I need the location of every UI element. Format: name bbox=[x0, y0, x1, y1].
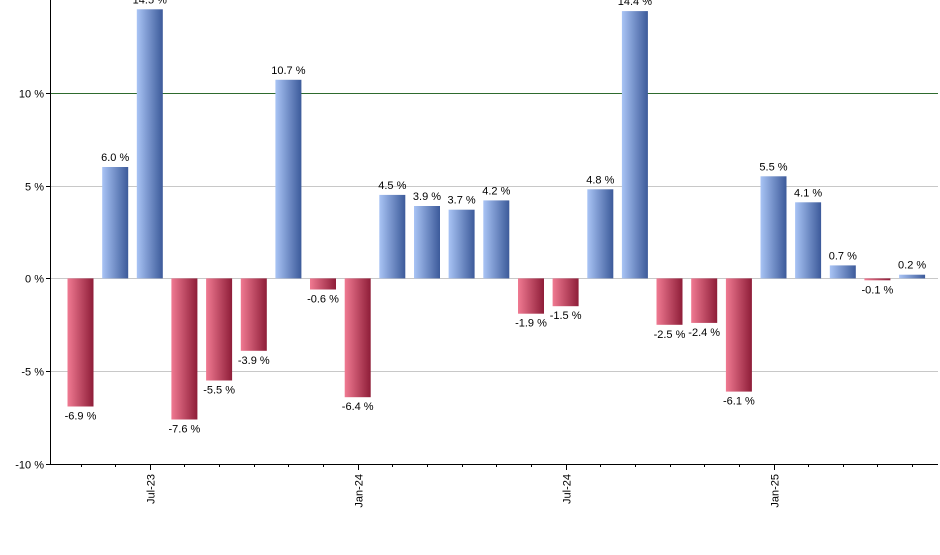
y-tick-label: -5 % bbox=[21, 367, 44, 379]
bar bbox=[414, 206, 440, 279]
bar-value-label: -1.5 % bbox=[550, 310, 582, 322]
bar-value-label: -1.9 % bbox=[515, 318, 547, 330]
bar-value-labels: -6.9 % 6.0 % 14.5 % -7.6 % -5.5 % -3.9 % 10.7 … bbox=[65, 0, 927, 436]
bar-value-label: 14.5 % bbox=[133, 0, 167, 6]
bar-value-label: -0.6 % bbox=[307, 294, 339, 306]
bar-value-label: 4.1 % bbox=[794, 187, 822, 199]
bar-value-label: -0.1 % bbox=[862, 284, 894, 296]
bar bbox=[240, 278, 267, 351]
bar bbox=[829, 265, 856, 279]
y-tick-label: 10 % bbox=[19, 89, 44, 101]
bar-value-label: -2.5 % bbox=[654, 329, 686, 341]
bar bbox=[67, 278, 94, 407]
bar-value-label: 4.8 % bbox=[586, 174, 614, 186]
axes: -10 % -5 % 0 % 5 % 10 % Jul-23 Jan-24 Jul-24 Jan… bbox=[15, 0, 938, 508]
x-tick-label: Jul-24 bbox=[562, 474, 574, 504]
bar-value-label: 4.5 % bbox=[378, 180, 406, 192]
bar bbox=[483, 200, 510, 279]
x-tick-label: Jan-25 bbox=[770, 474, 782, 508]
bar-value-label: -5.5 % bbox=[203, 385, 235, 397]
bar-value-label: -6.1 % bbox=[723, 396, 755, 408]
y-tick-label: 5 % bbox=[25, 182, 44, 194]
bar-value-label: -7.6 % bbox=[169, 424, 201, 436]
bar-value-label: -2.4 % bbox=[688, 327, 720, 339]
bar-value-label: 3.7 % bbox=[448, 195, 476, 207]
x-tick-label: Jan-24 bbox=[354, 474, 366, 508]
bar-value-label: 0.2 % bbox=[898, 260, 926, 272]
bar bbox=[587, 189, 614, 279]
bar bbox=[518, 278, 544, 314]
bar-value-label: 4.2 % bbox=[482, 185, 510, 197]
x-tick-label: Jul-23 bbox=[146, 474, 158, 504]
bar bbox=[102, 167, 129, 279]
bar bbox=[795, 202, 822, 279]
bar-value-label: 10.7 % bbox=[271, 65, 305, 77]
bar bbox=[344, 278, 371, 398]
bar bbox=[656, 278, 683, 325]
bars bbox=[67, 9, 926, 420]
bar bbox=[899, 274, 926, 279]
bar bbox=[552, 278, 579, 307]
bar bbox=[760, 176, 787, 279]
bar-value-label: -6.9 % bbox=[65, 411, 97, 423]
bar-value-label: 3.9 % bbox=[413, 191, 441, 203]
bar-value-label: 5.5 % bbox=[759, 161, 787, 173]
bar bbox=[379, 194, 406, 279]
bar-value-label: 14.4 % bbox=[618, 0, 652, 8]
bar bbox=[171, 278, 198, 420]
bar bbox=[448, 209, 475, 279]
y-tick-label: -10 % bbox=[15, 460, 44, 472]
bar-value-label: 0.7 % bbox=[829, 250, 857, 262]
bar-value-label: 6.0 % bbox=[101, 152, 129, 164]
y-tick-label: 0 % bbox=[25, 274, 44, 286]
bar bbox=[621, 11, 648, 279]
bar bbox=[864, 278, 891, 281]
bar-value-label: -6.4 % bbox=[342, 401, 374, 413]
bar bbox=[310, 278, 336, 290]
bar bbox=[136, 9, 163, 279]
bar bbox=[691, 278, 718, 323]
bar bbox=[206, 278, 233, 381]
bar bbox=[725, 278, 752, 392]
bar-value-label: -3.9 % bbox=[238, 355, 270, 367]
bar bbox=[275, 79, 302, 279]
